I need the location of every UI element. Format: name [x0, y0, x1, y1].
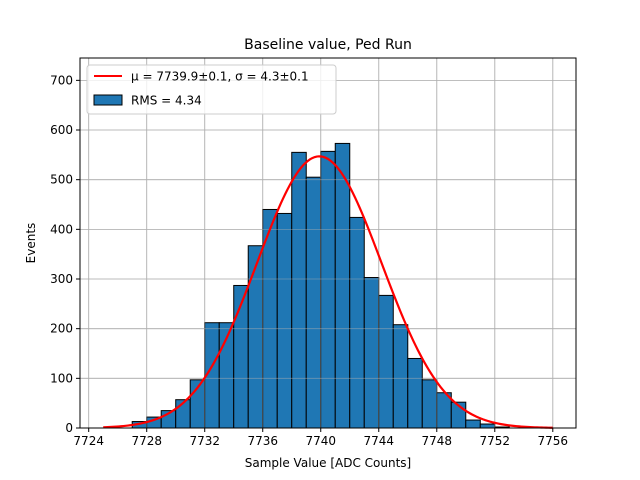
y-tick-label: 0 — [65, 421, 73, 435]
legend-fit-label: μ = 7739.9±0.1, σ = 4.3±0.1 — [131, 70, 309, 84]
x-axis-ticks: 7724 7728 7732 7736 7740 7744 7748 7752 7756 — [73, 428, 568, 448]
legend-box — [86, 64, 337, 115]
plot-frame — [79, 57, 577, 429]
y-tick-label: 200 — [50, 322, 73, 336]
y-tick-label: 300 — [50, 272, 73, 286]
y-tick-label: 400 — [50, 222, 73, 236]
fit-curve-group — [103, 155, 553, 429]
x-tick-label: 7744 — [363, 434, 394, 448]
histogram-bar — [291, 151, 307, 429]
y-tick-label: 700 — [50, 73, 73, 87]
legend-histogram-label: RMS = 4.34 — [131, 94, 202, 108]
x-tick-label: 7748 — [421, 434, 452, 448]
x-tick-label: 7732 — [189, 434, 220, 448]
y-tick-label: 100 — [50, 371, 73, 385]
y-axis-label: Events — [24, 223, 38, 264]
x-axis-label: Sample Value [ADC Counts] — [245, 456, 411, 470]
histogram-bar — [407, 357, 423, 429]
x-tick-label: 7736 — [247, 434, 278, 448]
x-tick-label: 7740 — [305, 434, 336, 448]
chart-title: Baseline value, Ped Run — [244, 37, 412, 53]
x-tick-label: 7724 — [73, 434, 104, 448]
y-tick-label: 500 — [50, 173, 73, 187]
x-tick-label: 7756 — [538, 434, 569, 448]
histogram-bar — [363, 277, 380, 429]
legend: μ = 7739.9±0.1, σ = 4.3±0.1 RMS = 4.34 — [86, 64, 337, 115]
histogram-bar — [349, 216, 365, 429]
histogram-bar — [378, 294, 394, 429]
y-axis-ticks: 0 100 200 300 400 500 600 700 — [50, 73, 80, 435]
x-tick-label: 7728 — [131, 434, 162, 448]
histogram-bar — [276, 212, 293, 429]
histogram-bar — [320, 150, 336, 429]
histogram-bar — [392, 324, 409, 429]
histogram-bar — [305, 176, 322, 429]
legend-histogram-swatch — [93, 94, 123, 106]
histogram-bar — [479, 423, 496, 429]
y-tick-label: 600 — [50, 123, 73, 137]
histogram-bars — [80, 58, 576, 429]
gaussian-fit-curve — [103, 155, 553, 429]
histogram-bar — [465, 419, 481, 429]
histogram-bar — [247, 245, 264, 429]
x-tick-label: 7752 — [480, 434, 511, 448]
histogram-bar — [334, 142, 351, 429]
histogram-bar — [421, 379, 438, 429]
